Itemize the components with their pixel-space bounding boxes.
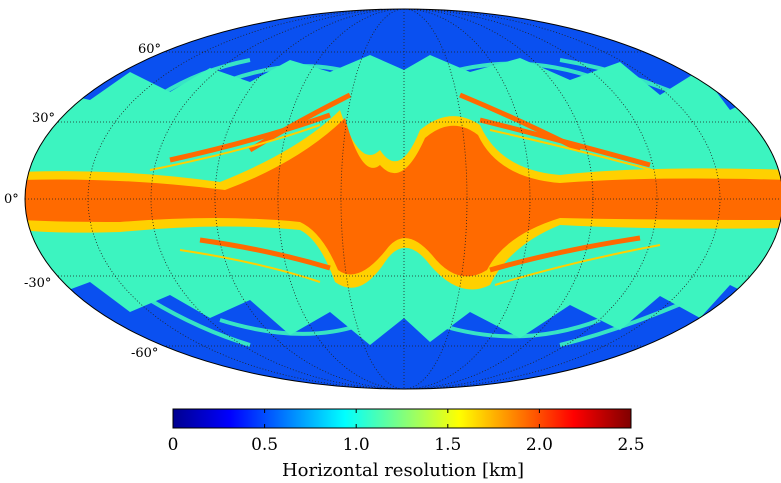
colorbar-title: Horizontal resolution [km] bbox=[282, 460, 524, 481]
meridian-120 bbox=[150, 9, 658, 389]
lat-label-30s: -30° bbox=[24, 276, 51, 291]
map-body bbox=[25, 9, 781, 389]
lat-label-60n: 60° bbox=[138, 42, 161, 57]
fan-arcs-yellow bbox=[149, 124, 671, 286]
graticule bbox=[25, 9, 781, 389]
colorbar-tick-label: 1.0 bbox=[343, 435, 370, 455]
equatorial-band bbox=[25, 110, 781, 290]
colorbar-ticks: 0 0.5 1.0 1.5 2.0 2.5 bbox=[168, 409, 645, 455]
lat-label-60s: -60° bbox=[131, 346, 158, 361]
polar-streaks bbox=[148, 58, 691, 347]
colorbar-tick-label: 2.5 bbox=[617, 435, 644, 455]
colorbar-tick-label: 0 bbox=[168, 435, 179, 455]
meridian-60 bbox=[277, 9, 531, 389]
lat-label-30n: 30° bbox=[32, 111, 55, 126]
map-outline bbox=[24, 8, 781, 390]
lat-label-0: 0° bbox=[4, 192, 19, 207]
colorbar-gradient bbox=[172, 408, 632, 429]
north-polar-region bbox=[25, 9, 781, 130]
colorbar-tick-label: 0.5 bbox=[251, 435, 278, 455]
fan-arcs bbox=[169, 92, 651, 273]
colorbar: 0 0.5 1.0 1.5 2.0 2.5 Horizontal resolution [… bbox=[168, 408, 645, 481]
colorbar-tick-label: 2.0 bbox=[526, 435, 553, 455]
meridian-30 bbox=[340, 9, 468, 389]
colorbar-tick-label: 1.5 bbox=[434, 435, 461, 455]
meridian-90 bbox=[214, 9, 594, 389]
south-polar-region bbox=[25, 262, 781, 389]
meridian-150 bbox=[87, 9, 721, 389]
